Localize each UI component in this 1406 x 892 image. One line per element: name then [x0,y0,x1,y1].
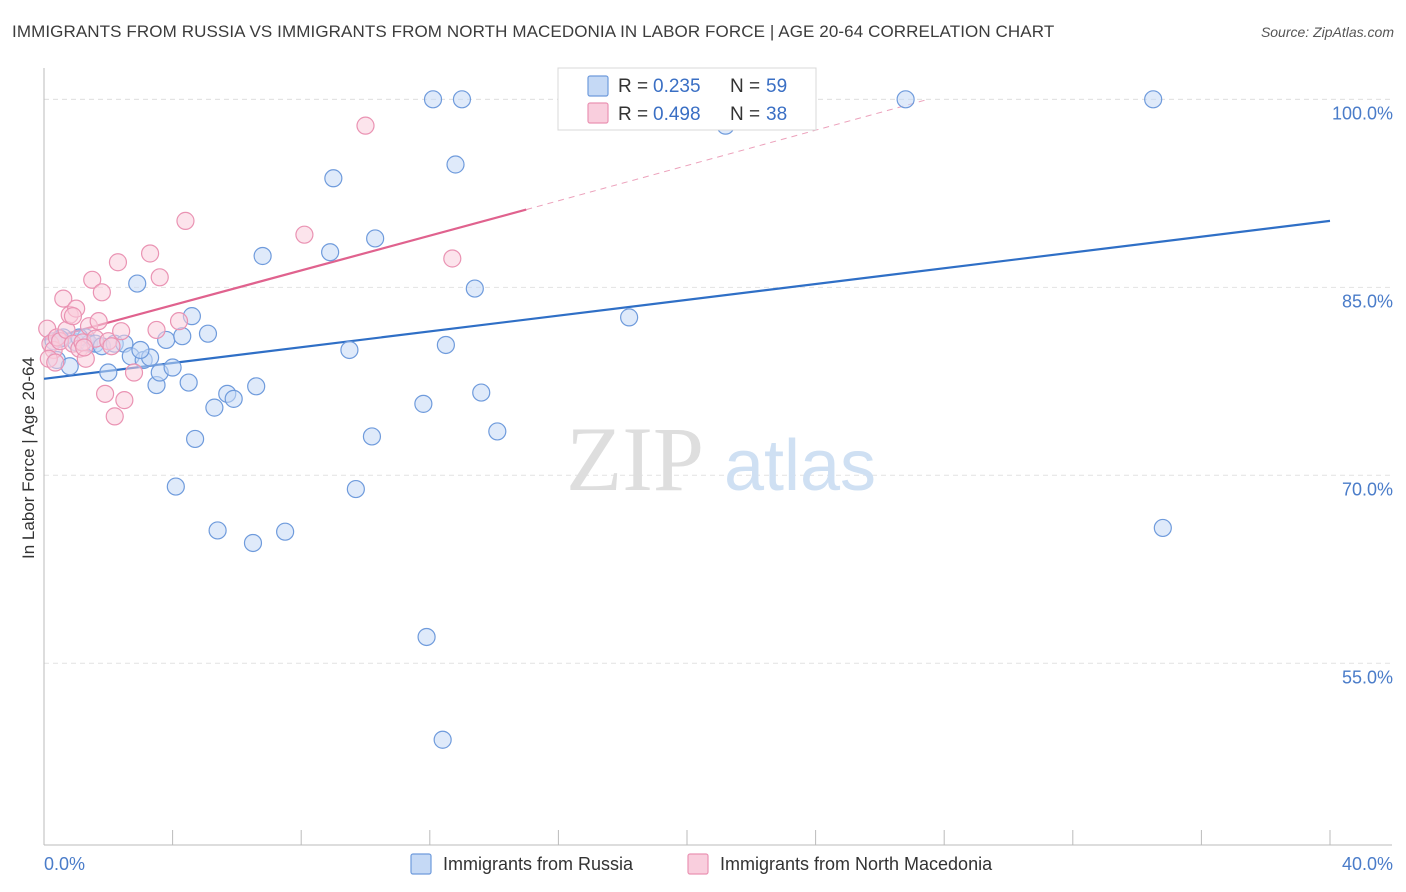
russia-point [179,373,198,392]
macedonia-point [83,270,102,289]
y-tick-label: 70.0% [1342,479,1393,499]
russia-point [433,730,452,749]
macedonia-trend-line [43,208,527,342]
legend-russia-r-label: R = [618,76,648,97]
macedonia-point [150,268,169,287]
russia-point [472,383,491,402]
legend-russia-n-label: N = [730,76,760,97]
russia-point [366,229,385,248]
russia-point [1144,90,1163,109]
russia-point [166,477,185,496]
russia-point [173,327,192,346]
macedonia-point [108,253,128,272]
russia-point [417,627,436,647]
macedonia-point [443,249,462,268]
russia-point [208,521,227,540]
russia-point [131,340,150,360]
russia-point [224,389,243,408]
macedonia-point [63,307,83,326]
macedonia-point [147,320,166,340]
russia-point [465,279,484,298]
legend-russia-n-value: 59 [766,76,787,97]
macedonia-point [295,225,314,244]
russia-point [253,246,272,266]
russia-point [243,533,263,553]
russia-point [446,155,465,174]
x-tick-label: 0.0% [44,854,85,874]
russia-point [198,324,218,343]
russia-point [163,358,182,377]
macedonia-point [115,391,134,410]
russia-point [896,90,915,109]
x-tick-label: 40.0% [1342,854,1393,874]
russia-point [620,308,639,327]
grid-lines [44,98,1392,664]
legend-macedonia-n-value: 38 [766,104,787,125]
russia-point [99,363,118,382]
bottom-legend-macedonia-label: Immigrants from North Macedonia [720,854,993,874]
legend: R = 0.235 N = 59 R = 0.498 N = 38 [557,67,817,131]
russia-point [205,398,224,417]
macedonia-point [112,322,131,341]
axes: 55.0% 70.0% 85.0% 100.0% 0.0% 40.0% [43,68,1393,874]
russia-point [414,394,433,413]
russia-point [1153,518,1172,538]
macedonia-point [95,384,115,403]
watermark-atlas: atlas [724,426,876,506]
russia-point [321,243,340,262]
russia-point [186,429,205,449]
russia-point [452,90,472,109]
y-tick-label: 100.0% [1332,103,1393,123]
russia-point [247,377,266,396]
russia-point [128,274,147,293]
y-tick-label: 55.0% [1342,667,1393,687]
macedonia-point [356,116,375,135]
macedonia-point [105,407,124,426]
macedonia-point [75,338,94,357]
macedonia-point [140,244,160,263]
y-axis-label: In Labor Force | Age 20-64 [19,357,38,559]
russia-point [436,335,455,355]
russia-point [488,422,507,441]
source-label: Source: ZipAtlas.com [1260,24,1394,40]
russia-point [324,169,343,188]
legend-russia-swatch [587,75,609,97]
macedonia-point [92,283,111,302]
macedonia-point [54,289,73,308]
russia-point [423,90,443,109]
legend-russia-r-value: 0.235 [653,76,701,97]
bottom-legend-russia-swatch [410,853,432,875]
russia-point [346,479,365,499]
macedonia-point [89,312,108,331]
macedonia-point [176,211,195,230]
watermark-zip: ZIP [566,408,704,510]
macedonia-point [46,353,65,372]
macedonia-point [169,312,189,331]
chart-title: IMMIGRANTS FROM RUSSIA VS IMMIGRANTS FRO… [12,22,1055,41]
legend-macedonia-r-value: 0.498 [653,104,701,125]
y-tick-label: 85.0% [1342,291,1393,311]
legend-macedonia-swatch [587,102,609,124]
legend-macedonia-r-label: R = [618,104,648,125]
bottom-legend-russia-label: Immigrants from Russia [443,854,634,874]
data-points [38,90,1172,749]
macedonia-point [124,363,144,382]
bottom-legend: Immigrants from Russia Immigrants from N… [410,853,993,875]
russia-trend-line [43,219,1331,380]
watermark: ZIP atlas [566,408,876,510]
trend-lines [43,98,1331,380]
legend-macedonia-n-label: N = [730,104,760,125]
russia-point [340,340,359,360]
macedonia-trend-extension [526,98,929,211]
macedonia-point [102,337,121,356]
russia-point [276,522,295,541]
russia-point [362,427,382,446]
bottom-legend-macedonia-swatch [687,853,709,875]
